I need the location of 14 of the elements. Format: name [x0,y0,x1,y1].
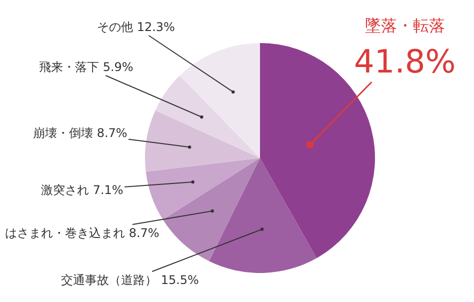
slice-label: 交通事故（道路） 15.5% [61,273,199,287]
slice-label: 飛来・落下 5.9% [39,60,134,74]
slice-label: 墜落・転落 [364,16,445,35]
slice-label: はさまれ・巻き込まれ 8.7% [5,226,160,240]
data-label: 41.8% [354,42,456,81]
pie-slice [180,43,260,158]
slice-label: 激突され 7.1% [41,183,124,197]
pie-slice [146,158,260,220]
pie-slice [155,76,260,158]
pie-slice [145,110,260,172]
pie-slice [162,158,260,262]
pie-slice [209,158,317,273]
slice-label: その他 12.3% [97,20,175,34]
slice-label: 崩壊・倒壊 8.7% [33,126,128,140]
